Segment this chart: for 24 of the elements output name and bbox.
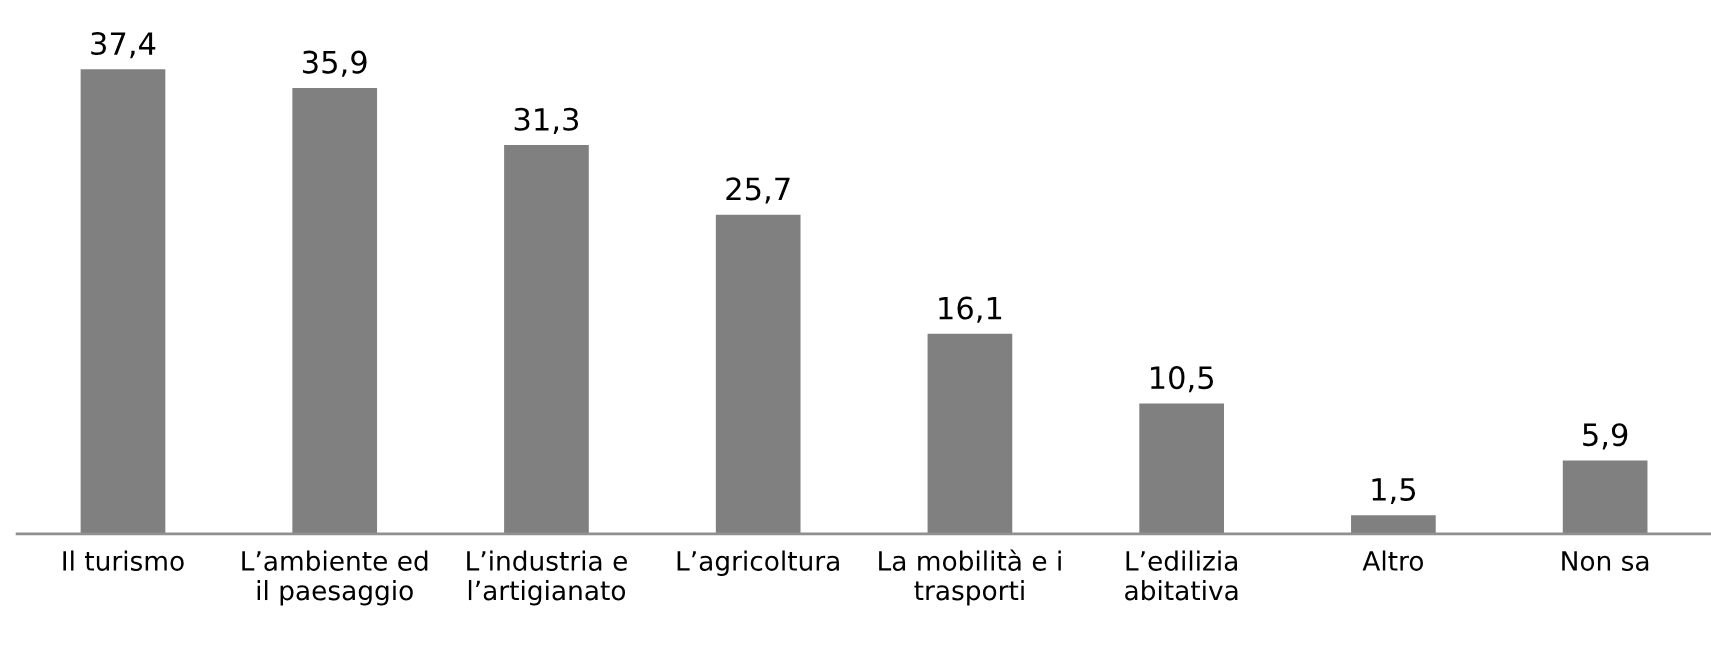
bar	[80, 69, 166, 534]
x-tick-label: La mobilità e i trasporti	[879, 549, 1061, 606]
x-tick-label: L’ambiente ed il paesaggio	[242, 550, 428, 606]
bar	[292, 87, 378, 534]
data-label: 25,7	[726, 177, 790, 204]
x-tick-label: L’agricoltura	[677, 550, 839, 576]
x-tick-label: Non sa	[1562, 551, 1649, 571]
bar	[1351, 515, 1436, 534]
bar	[1562, 460, 1648, 534]
data-label: 31,3	[514, 107, 579, 134]
data-label: 10,5	[1151, 366, 1214, 393]
x-tick-label: Il turismo	[63, 550, 184, 571]
bar	[715, 214, 801, 534]
x-tick-label: Altro	[1362, 550, 1424, 571]
bar	[927, 333, 1013, 534]
data-label: 1,5	[1372, 478, 1416, 505]
x-tick-label: L’industria e l’artigianato	[467, 550, 627, 606]
bar	[1139, 403, 1225, 534]
data-label: 5,9	[1583, 423, 1628, 450]
data-label: 35,9	[303, 50, 367, 77]
bar	[504, 145, 589, 534]
data-label: 16,1	[939, 296, 1002, 323]
x-tick-label: L’edilizia abitativa	[1125, 550, 1238, 601]
data-label: 37,4	[91, 31, 156, 59]
